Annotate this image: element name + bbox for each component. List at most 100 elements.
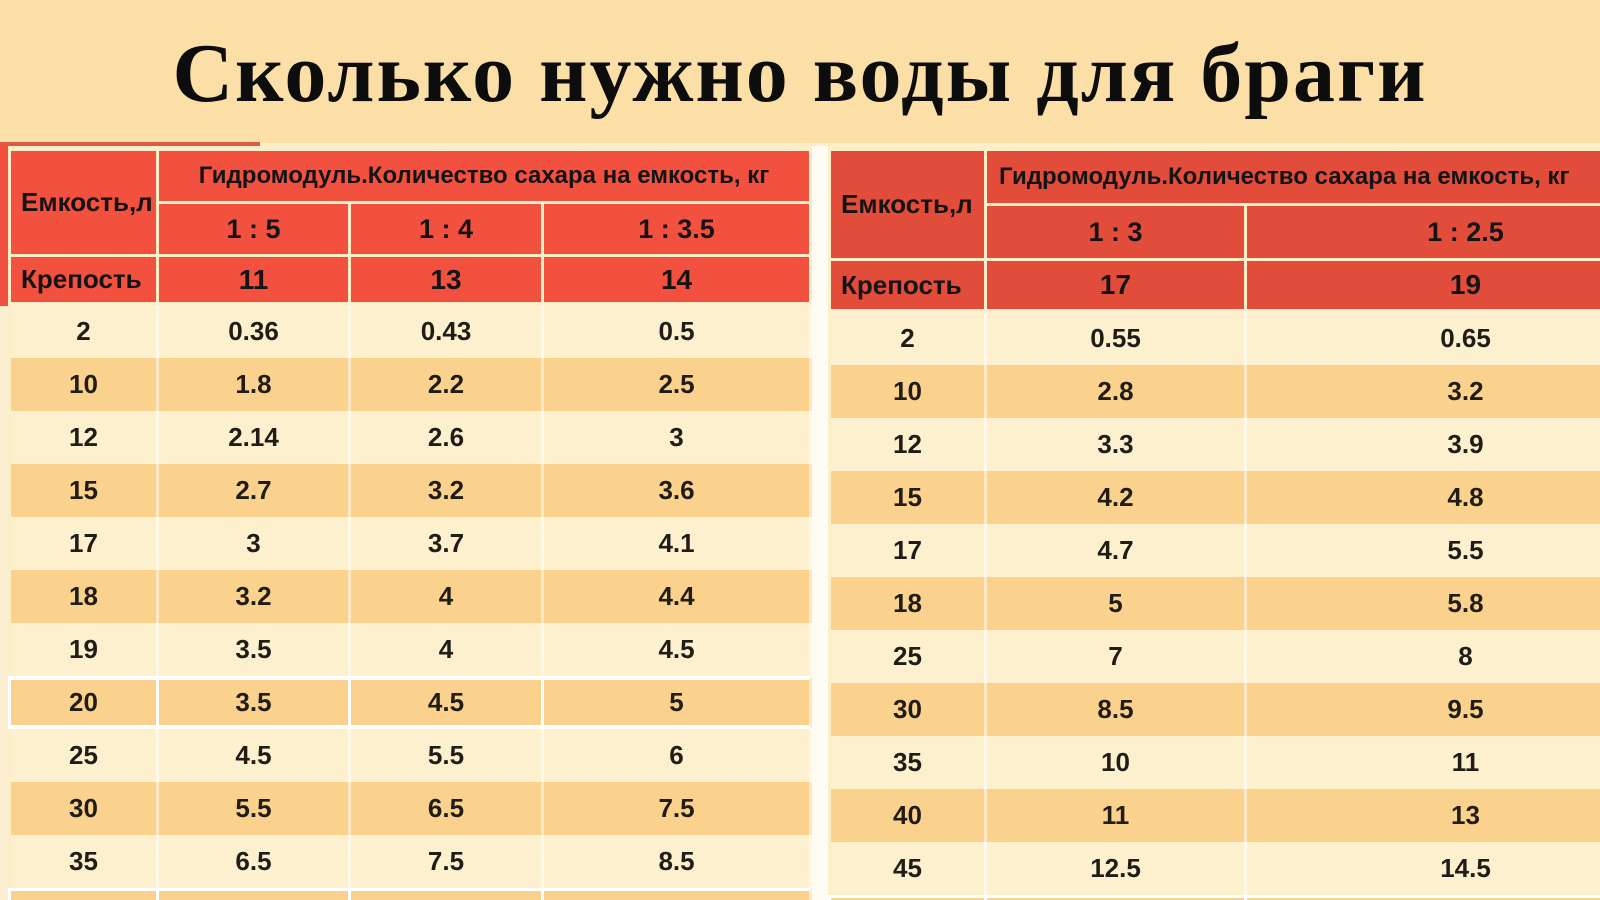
- water-table-ratios-5-4-3_5: Емкость,л Гидромодуль.Количество сахара …: [8, 148, 813, 900]
- table-row: 19 3.5 4 4.5: [8, 623, 813, 676]
- table-row: 30 5.5 6.5 7.5: [8, 782, 813, 835]
- partial-cell: [156, 888, 348, 900]
- table-row: 45 12.5 14.5: [828, 842, 1600, 895]
- sugar-value-cell: 2.6: [348, 411, 541, 464]
- sugar-value-cell: 9.5: [1244, 683, 1600, 736]
- capacity-cell: 18: [8, 570, 156, 623]
- capacity-cell: 10: [8, 358, 156, 411]
- sugar-value-cell: 7.5: [541, 782, 813, 835]
- group-header-cell: Гидромодуль.Количество сахара на емкость…: [156, 148, 813, 201]
- partial-cell: [348, 888, 541, 900]
- capacity-cell: 10: [828, 365, 984, 418]
- table-row: 20 3.5 4.5 5: [8, 676, 813, 729]
- header-row-ratios: 1 : 5 1 : 4 1 : 3.5: [8, 201, 813, 254]
- sugar-value-cell: 3.6: [541, 464, 813, 517]
- capacity-cell: 25: [828, 630, 984, 683]
- table-top-border: [0, 143, 1600, 148]
- sugar-value-cell: 4.8: [1244, 471, 1600, 524]
- sugar-value-cell: 0.36: [156, 305, 348, 358]
- capacity-cell: 2: [8, 305, 156, 358]
- sugar-value-cell: 3.3: [984, 418, 1244, 471]
- sugar-value-cell: 10: [984, 736, 1244, 789]
- capacity-cell: 25: [8, 729, 156, 782]
- table-header: Емкость,л Гидромодуль.Количество сахара …: [8, 148, 813, 305]
- capacity-cell: 30: [828, 683, 984, 736]
- capacity-cell: 30: [8, 782, 156, 835]
- table-row: 17 3 3.7 4.1: [8, 517, 813, 570]
- strength-value-cell: 11: [156, 254, 348, 305]
- table-row: 12 2.14 2.6 3: [8, 411, 813, 464]
- table-row: 25 7 8: [828, 630, 1600, 683]
- partial-cell: [8, 888, 156, 900]
- ratio-cell: 1 : 3.5: [541, 201, 813, 254]
- sugar-value-cell: 5: [541, 676, 813, 729]
- sugar-value-cell: 6.5: [156, 835, 348, 888]
- header-row-group: Емкость,л Гидромодуль.Количество сахара …: [828, 148, 1600, 258]
- sugar-value-cell: 5.5: [156, 782, 348, 835]
- sugar-value-cell: 6.5: [348, 782, 541, 835]
- ratio-cell: 1 : 4: [348, 201, 541, 254]
- strength-label-cell: Крепость: [828, 258, 984, 312]
- sugar-value-cell: 3.2: [348, 464, 541, 517]
- table-gap-seam: [812, 146, 828, 900]
- header-row-group: Емкость,л Гидромодуль.Количество сахара …: [8, 148, 813, 254]
- sugar-value-cell: 12.5: [984, 842, 1244, 895]
- sugar-value-cell: 0.55: [984, 312, 1244, 365]
- sugar-value-cell: 3.5: [156, 676, 348, 729]
- sugar-value-cell: 2.8: [984, 365, 1244, 418]
- table-row: 15 4.2 4.8: [828, 471, 1600, 524]
- left-edge-sliver-body: [0, 306, 8, 900]
- left-edge-sliver-header: [0, 146, 8, 306]
- sugar-value-cell: 7: [984, 630, 1244, 683]
- table-row: 2 0.36 0.43 0.5: [8, 305, 813, 358]
- sugar-value-cell: 4.4: [541, 570, 813, 623]
- strength-value-cell: 13: [348, 254, 541, 305]
- partial-row: [8, 888, 813, 900]
- sugar-value-cell: 4: [348, 570, 541, 623]
- sugar-value-cell: 3: [156, 517, 348, 570]
- strength-label-cell: Крепость: [8, 254, 156, 305]
- table-row: 2 0.55 0.65: [828, 312, 1600, 365]
- sugar-value-cell: 2.7: [156, 464, 348, 517]
- capacity-cell: 12: [8, 411, 156, 464]
- strength-value-cell: 19: [1244, 258, 1600, 312]
- ratio-cell: 1 : 2.5: [1244, 203, 1600, 258]
- sugar-value-cell: 1.8: [156, 358, 348, 411]
- title-bar: Сколько нужно воды для браги: [0, 0, 1600, 146]
- sugar-value-cell: 2.2: [348, 358, 541, 411]
- table-row: 18 3.2 4 4.4: [8, 570, 813, 623]
- table-row: 35 10 11: [828, 736, 1600, 789]
- ratio-cell: 1 : 5: [156, 201, 348, 254]
- table-row: 10 1.8 2.2 2.5: [8, 358, 813, 411]
- sugar-value-cell: 3.9: [1244, 418, 1600, 471]
- sugar-value-cell: 8.5: [541, 835, 813, 888]
- sugar-value-cell: 11: [1244, 736, 1600, 789]
- table-row: 25 4.5 5.5 6: [8, 729, 813, 782]
- sugar-value-cell: 5.5: [1244, 524, 1600, 577]
- capacity-cell: 19: [8, 623, 156, 676]
- capacity-header-cell: Емкость,л: [8, 148, 156, 254]
- sugar-value-cell: 4.2: [984, 471, 1244, 524]
- sugar-value-cell: 0.65: [1244, 312, 1600, 365]
- sugar-value-cell: 4.5: [156, 729, 348, 782]
- capacity-cell: 20: [8, 676, 156, 729]
- sugar-value-cell: 0.5: [541, 305, 813, 358]
- sugar-value-cell: 3.2: [1244, 365, 1600, 418]
- capacity-cell: 15: [8, 464, 156, 517]
- water-table-ratios-3-2_5: Емкость,л Гидромодуль.Количество сахара …: [828, 148, 1600, 900]
- sugar-value-cell: 5.5: [348, 729, 541, 782]
- capacity-cell: 12: [828, 418, 984, 471]
- sugar-value-cell: 0.43: [348, 305, 541, 358]
- page-title: Сколько нужно воды для браги: [172, 26, 1428, 120]
- sugar-value-cell: 3.5: [156, 623, 348, 676]
- sugar-value-cell: 3.2: [156, 570, 348, 623]
- capacity-cell: 35: [8, 835, 156, 888]
- capacity-cell: 18: [828, 577, 984, 630]
- sugar-value-cell: 4: [348, 623, 541, 676]
- sugar-value-cell: 4.7: [984, 524, 1244, 577]
- table-row: 35 6.5 7.5 8.5: [8, 835, 813, 888]
- table-header: Емкость,л Гидромодуль.Количество сахара …: [828, 148, 1600, 312]
- table-body: 2 0.55 0.65 10 2.8 3.2 12 3.3 3.9 15 4.2 4.8 17 4.7 5.…: [828, 312, 1600, 900]
- sugar-value-cell: 4.5: [348, 676, 541, 729]
